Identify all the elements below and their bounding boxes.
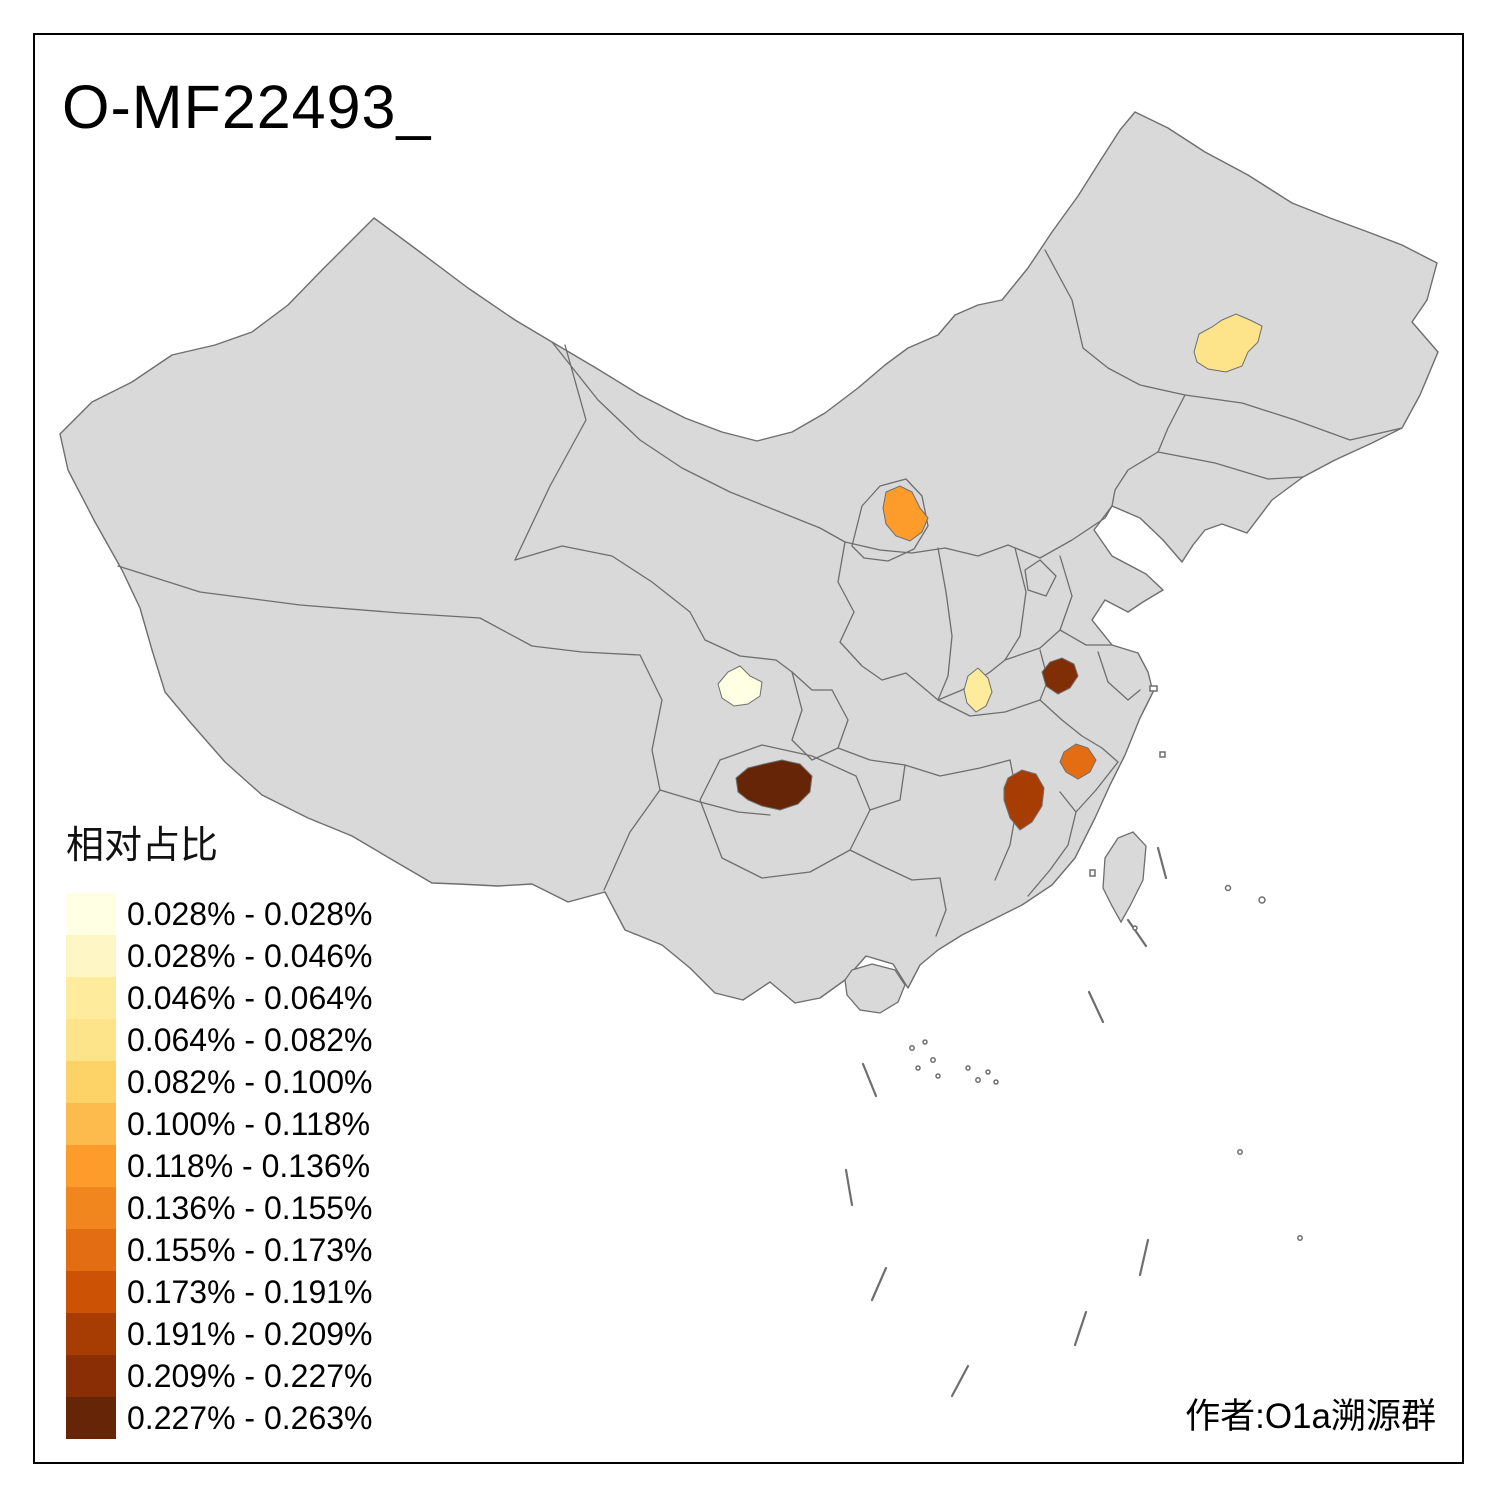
legend-item: 0.173% - 0.191% (66, 1271, 373, 1313)
legend-swatch (66, 1019, 116, 1061)
legend-item: 0.028% - 0.046% (66, 935, 373, 977)
map-region-west-basin (717, 665, 763, 707)
attribution-text: 作者:O1a溯源群 (1185, 1397, 1436, 1436)
legend-label: 0.209% - 0.227% (127, 1357, 373, 1394)
legend-swatch (66, 1187, 116, 1229)
legend-swatch (66, 977, 116, 1019)
legend-item: 0.191% - 0.209% (66, 1313, 373, 1355)
hainan-island (844, 963, 906, 1014)
legend-label: 0.118% - 0.136% (127, 1147, 371, 1184)
legend-label: 0.046% - 0.064% (127, 979, 373, 1016)
nine-dash-line (844, 846, 1168, 1398)
legend-label: 0.100% - 0.118% (127, 1105, 371, 1142)
legend-item: 0.209% - 0.227% (66, 1355, 373, 1397)
legend-label: 0.155% - 0.173% (127, 1231, 373, 1268)
legend-label: 0.028% - 0.028% (127, 895, 373, 932)
legend-swatch (66, 1229, 116, 1271)
mainland-outline (59, 111, 1439, 1004)
legend-swatch (66, 893, 116, 935)
legend-label: 0.064% - 0.082% (127, 1021, 373, 1058)
map-region-south-central (1003, 769, 1045, 831)
legend-item: 0.227% - 0.263% (66, 1397, 373, 1439)
legend-item: 0.118% - 0.136% (66, 1145, 373, 1187)
legend-label: 0.227% - 0.263% (127, 1399, 373, 1436)
legend-item: 0.028% - 0.028% (66, 893, 373, 935)
small-islands (909, 685, 1303, 1241)
map-region-southwest-dark (735, 759, 813, 811)
legend-swatch (66, 935, 116, 977)
legend-swatch (66, 1145, 116, 1187)
map-region-central (963, 667, 993, 713)
legend-label: 0.173% - 0.191% (127, 1273, 373, 1310)
legend-swatch (66, 1061, 116, 1103)
map-region-east-orange (1059, 743, 1097, 780)
page-title: O-MF22493_ (62, 73, 432, 141)
map-region-east-central-dark (1041, 657, 1079, 695)
legend-label: 0.028% - 0.046% (127, 937, 373, 974)
highlighted-regions (717, 313, 1263, 831)
legend-item: 0.136% - 0.155% (66, 1187, 373, 1229)
legend-title: 相对占比 (66, 825, 219, 867)
legend-swatch (66, 1313, 116, 1355)
legend-swatch (66, 1103, 116, 1145)
legend-item: 0.082% - 0.100% (66, 1061, 373, 1103)
plot-frame (33, 33, 1464, 1464)
legend-item: 0.155% - 0.173% (66, 1229, 373, 1271)
legend-label: 0.191% - 0.209% (127, 1315, 373, 1352)
legend-swatch (66, 1397, 116, 1439)
legend-label: 0.136% - 0.155% (127, 1189, 373, 1226)
legend-items: 0.028% - 0.028% 0.028% - 0.046% 0.046% - 0… (66, 893, 373, 1439)
legend-swatch (66, 1271, 116, 1313)
province-borders (117, 249, 1403, 937)
legend-item: 0.100% - 0.118% (66, 1103, 373, 1145)
legend-swatch (66, 1355, 116, 1397)
legend: 相对占比 0.028% - 0.028% 0.028% - 0.046% 0.046… (66, 814, 373, 1439)
legend-item: 0.046% - 0.064% (66, 977, 373, 1019)
map-region-north-central (882, 485, 929, 542)
legend-item: 0.064% - 0.082% (66, 1019, 373, 1061)
legend-label: 0.082% - 0.100% (127, 1063, 373, 1100)
map-region-northeast (1193, 313, 1263, 373)
taiwan-island (1102, 831, 1147, 924)
